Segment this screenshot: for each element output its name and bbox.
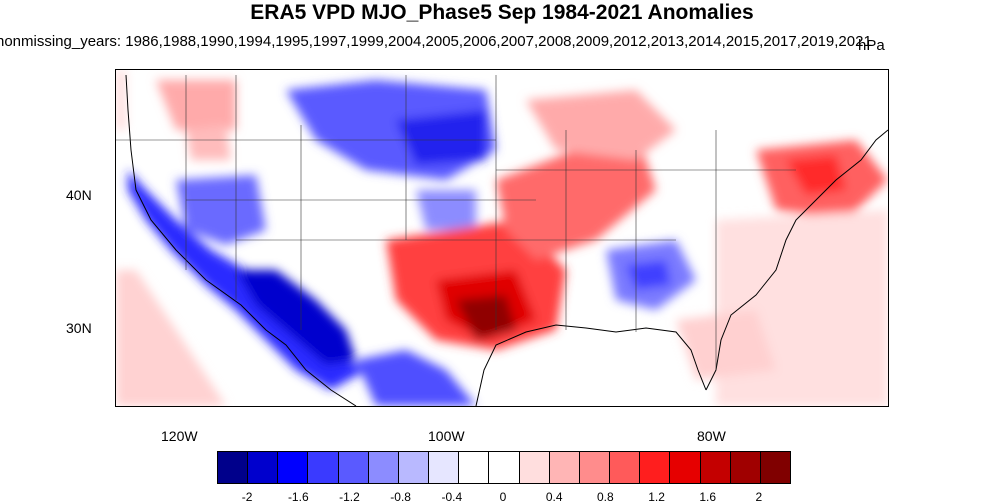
colorbar-cell: [549, 452, 580, 483]
colorbar-cell: [248, 452, 279, 483]
lon-label-80w: 80W: [697, 428, 726, 444]
colorbar-label: 1.6: [699, 490, 717, 504]
colorbar-cell: [760, 452, 790, 483]
anomaly-map: [115, 69, 889, 407]
state-borders: [116, 75, 796, 370]
colorbar-label: -2: [241, 490, 253, 504]
colorbar-cell: [670, 452, 701, 483]
colorbar-label: -1.2: [339, 490, 360, 504]
colorbar-cell: [459, 452, 490, 483]
map-title: ERA5 VPD MJO_Phase5 Sep 1984-2021 Anomal…: [250, 1, 754, 24]
anomaly-shading: [116, 70, 888, 406]
colorbar-label: 0: [499, 490, 507, 504]
lat-label-30n: 30N: [66, 320, 92, 336]
colorbar-cell: [218, 452, 249, 483]
colorbar-cell: [700, 452, 731, 483]
colorbar-cell: [429, 452, 460, 483]
lat-label-40n: 40N: [66, 187, 92, 203]
colorbar-label: -1.6: [287, 490, 309, 504]
colorbar-label: 0.4: [545, 490, 563, 504]
colorbar-label: 0.8: [597, 490, 614, 504]
colorbar-label: -0.8: [390, 490, 411, 504]
colorbar-label: 2: [755, 490, 763, 504]
map-subtitle: nonmissing_years: 1986,1988,1990,1994,19…: [0, 33, 872, 50]
colorbar-cell: [579, 452, 611, 483]
colorbar-cell: [368, 452, 399, 483]
colorbar-cell: [519, 452, 550, 483]
colorbar-cell: [489, 452, 520, 483]
colorbar-cell: [610, 452, 641, 483]
map-field: [116, 70, 888, 406]
colorbar-label: 1.2: [648, 490, 665, 504]
colorbar-cell: [338, 452, 369, 483]
lon-label-120w: 120W: [161, 428, 198, 444]
colorbar-label: -0.4: [441, 490, 463, 504]
colorbar-cell: [398, 452, 430, 483]
coastlines: [125, 74, 888, 406]
units-label: hPa: [858, 37, 885, 54]
colorbar: [217, 451, 791, 484]
colorbar-cell: [640, 452, 671, 483]
colorbar-cell: [308, 452, 339, 483]
colorbar-cell: [730, 452, 761, 483]
colorbar-cell: [278, 452, 309, 483]
lon-label-100w: 100W: [428, 428, 465, 444]
